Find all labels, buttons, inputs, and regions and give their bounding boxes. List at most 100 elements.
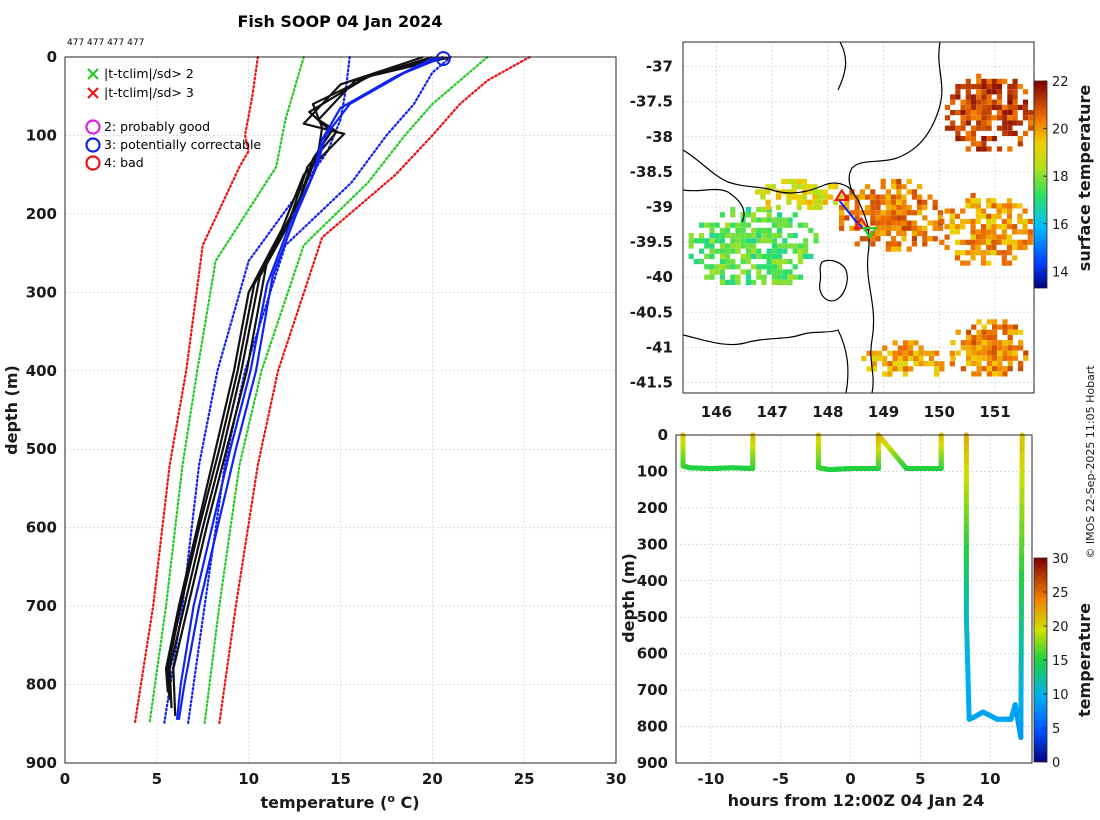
map-lat-tick-label: -39.5 (630, 233, 673, 251)
section-y-tick-label: 900 (637, 754, 668, 772)
figure-title: Fish SOOP 04 Jan 2024 (238, 12, 443, 31)
sst-colorbar-tick-label: 18 (1052, 170, 1069, 185)
profile-x-tick-label: 5 (152, 770, 162, 788)
sst-patch (688, 207, 819, 285)
profile-y-tick-label: 600 (26, 519, 57, 537)
profile-y-tick-label: 300 (26, 283, 57, 301)
profile-axes-frame (64, 56, 617, 764)
sst-patch (950, 319, 1029, 377)
legend-sd2-marker (87, 68, 99, 80)
section-segment (815, 432, 944, 473)
section-y-tick-label: 600 (637, 645, 668, 663)
profile-line (177, 55, 444, 721)
legend: |t-tclim|/sd> 2 |t-tclim|/sd> 3 2: proba… (85, 66, 261, 171)
profile-y-axis-label: depth (m) (2, 365, 21, 455)
legend-sd3-label: |t-tclim|/sd> 3 (104, 85, 194, 100)
section-segment (680, 432, 756, 472)
track-marker (853, 216, 870, 230)
map-lat-tick-label: -38 (646, 128, 673, 146)
sst-colorbar-tick-label: 16 (1052, 218, 1069, 233)
profile-y-tick-label: 200 (26, 205, 57, 223)
temperature-profile-panel: 0 5 10 15 20 25 300100200300400500600700800900… (2, 48, 626, 812)
map-lon-tick-label: 147 (756, 403, 787, 421)
temperature-colorbar-tick-label: 15 (1052, 654, 1069, 669)
profile-x-tick-label: 20 (422, 770, 443, 788)
map-lat-tick-label: -38.5 (630, 163, 673, 181)
map-lon-tick-label: 151 (979, 403, 1010, 421)
map-lon-tick-label: 150 (924, 403, 955, 421)
temperature-colorbar-tick-label: 10 (1052, 688, 1069, 703)
temperature-colorbar-tick-label: 20 (1052, 620, 1069, 635)
track-marker (833, 188, 850, 202)
profile-line (168, 55, 451, 709)
track-marker (861, 226, 878, 240)
section-axes-frame (675, 434, 1033, 764)
temperature-colorbar-label: temperature (1075, 603, 1094, 717)
profile-y-tick-label: 0 (47, 48, 57, 66)
map-lat-tick-label: -41 (646, 338, 673, 356)
section-y-tick-label: 0 (658, 426, 668, 444)
section-y-tick-label: 700 (637, 681, 668, 699)
map-lat-tick-label: -37 (646, 58, 673, 76)
climatology-line (218, 55, 531, 725)
section-x-tick-label: 10 (980, 770, 1001, 788)
climatology-line (203, 55, 489, 725)
map-lat-tick-label: -39 (646, 198, 673, 216)
legend-qc3-marker (85, 137, 101, 153)
legend-qc2-label: 2: probably good (104, 119, 210, 134)
section-y-axis-label: depth (m) (619, 553, 638, 643)
map-lon-tick-label: 148 (812, 403, 843, 421)
section-x-tick-label: -5 (772, 770, 789, 788)
legend-qc4-label: 4: bad (104, 155, 144, 170)
climatology-line (148, 55, 305, 725)
profile-line (166, 55, 433, 701)
legend-qc2-marker (85, 119, 101, 135)
legend-sd3-marker (87, 87, 99, 99)
section-y-tick-label: 800 (637, 718, 668, 736)
profile-x-tick-label: 25 (514, 770, 535, 788)
profile-id-text: 477 477 477 477 (67, 38, 144, 48)
section-y-tick-label: 300 (637, 535, 668, 553)
section-x-axis-label: hours from 12:00Z 04 Jan 24 (728, 791, 985, 810)
temperature-colorbar-tick-label: 5 (1052, 722, 1060, 737)
profile-y-tick-label: 900 (26, 754, 57, 772)
temperature-colorbar-tick-label: 30 (1052, 552, 1069, 567)
section-segment (963, 432, 1025, 740)
imos-credit: © IMOS 22-Sep-2025 11:05 Hobart (1084, 365, 1097, 559)
map-lon-tick-label: 149 (868, 403, 899, 421)
profile-x-tick-label: 15 (330, 770, 351, 788)
profile-y-tick-label: 400 (26, 362, 57, 380)
sst-patch (839, 178, 943, 252)
section-x-tick-label: 0 (845, 770, 855, 788)
profile-line (175, 56, 437, 720)
profile-x-axis-label: temperature (o C) (260, 792, 419, 812)
qc-flag-marker (435, 51, 451, 67)
legend-sd2-label: |t-tclim|/sd> 2 (104, 66, 194, 81)
climatology-line (163, 55, 351, 725)
map-lat-tick-label: -40.5 (630, 303, 673, 321)
section-y-tick-label: 400 (637, 572, 668, 590)
legend-qc3-label: 3: potentially correctable (104, 137, 261, 152)
map-panel: 146 147 148 149 150 151 -37 -37.5 -38 -38.5 -39 -39… (630, 41, 1094, 421)
sst-colorbar (1033, 80, 1048, 289)
section-x-tick-label: -10 (697, 770, 724, 788)
profile-y-tick-label: 500 (26, 440, 57, 458)
profile-x-tick-label: 10 (238, 770, 259, 788)
profile-y-tick-label: 100 (26, 126, 57, 144)
section-y-tick-label: 200 (637, 499, 668, 517)
profile-y-tick-label: 700 (26, 597, 57, 615)
profile-line (164, 55, 424, 693)
sst-patch (944, 73, 1034, 152)
coastline (683, 42, 943, 393)
section-y-tick-label: 500 (637, 608, 668, 626)
profile-y-tick-label: 800 (26, 676, 57, 694)
map-lat-tick-label: -37.5 (630, 93, 673, 111)
section-y-tick-label: 100 (637, 462, 668, 480)
temperature-colorbar-tick-label: 0 (1052, 756, 1060, 771)
map-lat-tick-label: -40 (646, 268, 673, 286)
climatology-line (133, 55, 259, 725)
sst-colorbar-label: surface temperature (1075, 85, 1094, 272)
temperature-colorbar-tick-label: 25 (1052, 586, 1069, 601)
